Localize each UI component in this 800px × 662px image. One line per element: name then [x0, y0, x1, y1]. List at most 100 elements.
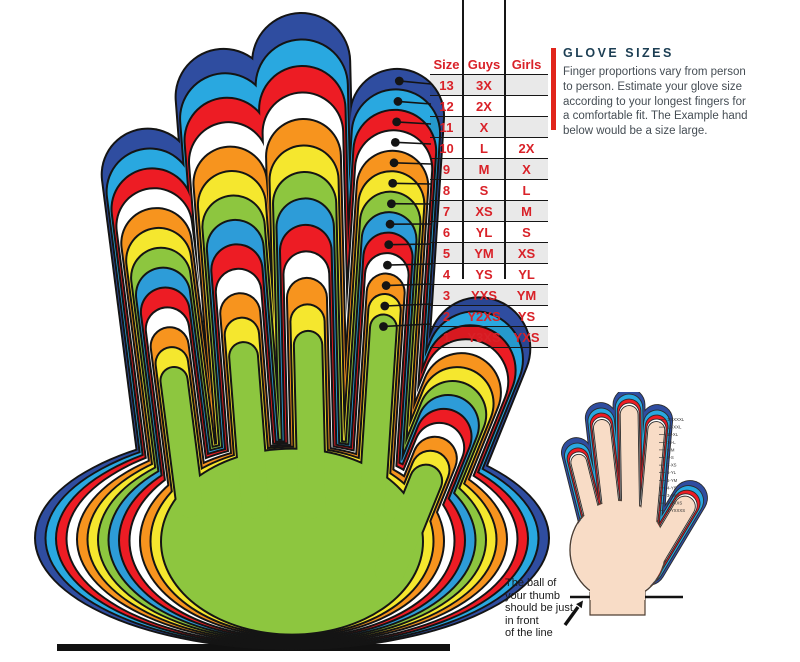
table-cell: 7 — [442, 203, 451, 219]
example-size-label: 10-L — [667, 440, 676, 445]
leader-line-size-13 — [399, 80, 432, 85]
table-cell: 4 — [442, 266, 451, 282]
ground-line — [57, 644, 450, 651]
table-cell: M — [478, 161, 490, 177]
leader-line-size-2 — [384, 303, 432, 307]
table-cell: S — [479, 182, 489, 198]
table-cell: YL — [518, 266, 535, 282]
info-panel: GLOVE SIZES Finger proportions vary from… — [551, 46, 751, 139]
example-band-layer — [566, 398, 701, 582]
table-cell: 2 — [442, 308, 451, 324]
example-size-label: 5-YM — [667, 478, 678, 483]
leader-dot-size-8 — [388, 178, 398, 188]
table-cell: 13 — [439, 77, 454, 93]
table-cell: S — [522, 224, 531, 240]
table-cell: M — [521, 203, 532, 219]
example-size-label: 2-YXXS — [667, 501, 682, 506]
table-row-size-6: 6 YL S — [430, 221, 548, 242]
table-cell: YM — [474, 245, 494, 261]
table-row-size-3: 3 YXS YM — [430, 284, 548, 305]
table-row-size-9: 9 M X — [430, 158, 548, 179]
table-cell: 12 — [439, 98, 454, 114]
caption-line: of the line — [505, 627, 553, 640]
table-cell: 10 — [439, 140, 454, 156]
info-heading: GLOVE SIZES — [563, 46, 674, 60]
table-cell: L — [480, 140, 488, 156]
example-size-label: 12-XXL — [667, 425, 682, 430]
table-cell: XS — [517, 245, 536, 261]
table-cell: X — [479, 119, 489, 135]
table-row-size-1: 1 Y3XS YXS — [430, 326, 548, 348]
table-cell: 1 — [442, 329, 451, 345]
column-header: Girls — [511, 57, 542, 72]
example-size-label: 4-YS — [667, 485, 677, 490]
example-size-label: 7-XS — [667, 463, 677, 468]
table-cell: YL — [475, 224, 493, 240]
example-band-layer — [563, 393, 705, 584]
glove-layer-size-6 — [107, 197, 480, 642]
leader-dot-size-1 — [379, 322, 388, 331]
table-cell: YM — [516, 287, 537, 303]
table-cell — [505, 75, 548, 95]
leader-dot-size-12 — [393, 97, 403, 106]
example-band-layer — [568, 402, 698, 581]
table-cell: 2X — [476, 98, 492, 114]
leader-dot-size-5 — [384, 240, 394, 250]
table-row-size-12: 12 2X — [430, 95, 548, 116]
leader-line-size-10 — [395, 141, 432, 145]
table-row-size-5: 5 YM XS — [430, 242, 548, 263]
table-cell: 9 — [442, 161, 451, 177]
table-cell: XS — [475, 203, 493, 219]
leader-line-size-3 — [386, 283, 432, 287]
leader-dot-size-13 — [394, 76, 404, 86]
thumb-caption: The ball of your thumb should be just in fr… — [505, 577, 600, 640]
example-size-label: 3-YXS — [667, 493, 680, 498]
table-cell: 8 — [442, 182, 451, 198]
table-cell: X — [522, 161, 531, 177]
table-column-divider — [462, 0, 464, 279]
table-row-size-11: 11 X — [430, 116, 548, 137]
leader-line-size-5 — [388, 243, 432, 246]
example-size-label: 13-XXXL — [667, 417, 685, 422]
table-row-size-8: 8 S L — [430, 179, 548, 200]
table-cell: 11 — [439, 119, 454, 135]
glove-layer-size-3 — [139, 272, 458, 638]
table-cell: YS — [475, 266, 493, 282]
example-size-label: 1-YXXXS — [667, 508, 685, 513]
table-cell: 3X — [476, 77, 492, 93]
glove-layer-size-2 — [149, 293, 451, 637]
table-cell — [505, 117, 548, 137]
leader-line-size-11 — [396, 121, 432, 125]
caption-line: should be just — [505, 602, 573, 615]
caption-line: The ball of — [505, 577, 557, 589]
caption-line: your thumb — [505, 589, 561, 602]
glove-layer-size-1 — [159, 313, 444, 636]
example-size-label: 8-S — [667, 455, 674, 460]
caption-line: in front — [505, 614, 539, 627]
leader-dot-size-4 — [383, 260, 392, 270]
leader-dot-size-11 — [392, 117, 402, 127]
table-row-size-7: 7 XS M — [430, 200, 548, 221]
table-cell — [505, 96, 548, 116]
leader-line-size-12 — [397, 100, 432, 105]
table-cell: YXS — [513, 329, 540, 345]
table-row-size-2: 2 Y2XS YS — [430, 305, 548, 326]
table-row-size-10: 10 L 2X — [430, 137, 548, 158]
table-cell: Y2XS — [467, 308, 501, 324]
column-header: Guys — [467, 57, 501, 72]
column-header: Size — [433, 57, 460, 72]
leader-dot-size-7 — [386, 199, 396, 209]
example-size-label: 6-YL — [667, 470, 677, 475]
table-cell: YS — [517, 308, 536, 324]
table-cell: YXS — [470, 287, 497, 303]
table-cell: 3 — [442, 287, 451, 303]
leader-line-size-4 — [387, 263, 432, 266]
glove-layer-size-5 — [118, 223, 473, 641]
leader-dot-size-6 — [385, 219, 395, 229]
table-header-row: Size Guys Girls — [430, 55, 548, 74]
table-row-size-4: 4 YS YL — [430, 263, 548, 284]
accent-bar — [551, 48, 556, 130]
leader-dot-size-3 — [381, 281, 391, 290]
size-table: Size Guys Girls 13 3X 12 2X 11 X 10 L 2X 9 M X 8 S L 7 XS M 6… — [430, 55, 548, 348]
example-size-label: 9-M — [667, 447, 675, 452]
